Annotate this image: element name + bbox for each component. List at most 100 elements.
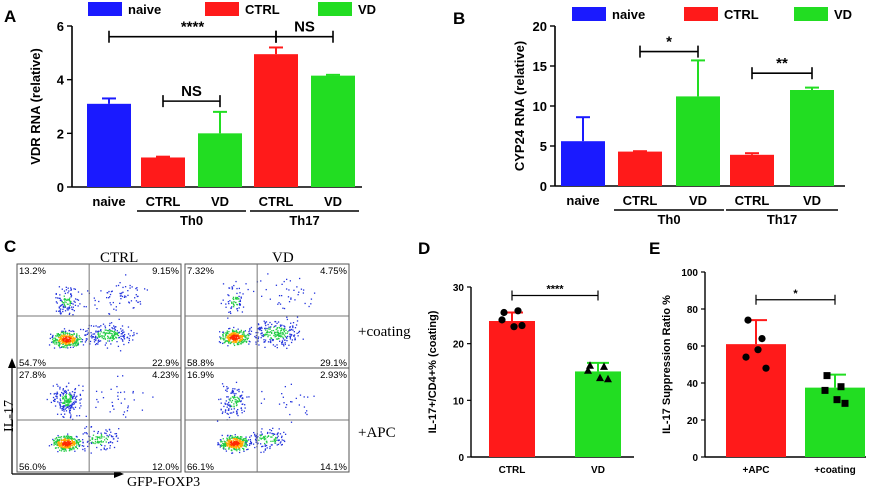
flow-dot [227,403,229,405]
flow-dot [77,441,79,444]
flow-dot [237,397,239,399]
chartD-point-0-2 [498,316,506,324]
flow-dot [59,407,61,409]
flow-dot [236,450,238,452]
flow-dot [231,287,234,289]
flow-dot [227,438,229,440]
flow-dot [245,337,247,339]
flow-dot [63,390,66,393]
flow-dot [72,344,74,346]
flow-dot [120,391,122,394]
flow-dot [67,444,69,446]
flow-dot [60,441,63,443]
flow-dot [68,307,71,309]
flow-dot [313,395,315,397]
flow-dot [133,307,135,309]
flow-dot [69,340,71,342]
flow-dot [87,445,89,448]
flow-dot [120,293,122,295]
flow-dot [286,347,288,350]
flow-dot [293,331,295,333]
flow-dot [238,390,240,393]
flow-dot [271,432,273,435]
flow-dot [54,337,57,339]
flow-dot [64,442,67,444]
flow-dot [60,401,62,404]
flow-dot [235,404,238,407]
flow-dot [63,438,66,440]
flow-dot [69,341,71,343]
flow-dot [93,333,96,335]
chartA-bar-3 [254,54,298,187]
flow-dot [110,333,113,335]
flow-dot [221,434,223,437]
flow-dot [56,302,58,304]
flow-dot [266,440,268,443]
flow-dot [241,337,244,340]
flow-dot [117,332,119,334]
flow-dot [264,327,266,329]
flow-dot [232,411,235,413]
flow-dot [70,404,72,407]
flow-dot [271,338,273,340]
flow-dot [99,340,102,342]
flow-dot [128,337,130,340]
flow-dot [130,300,133,302]
flow-dot [278,403,281,405]
flow-dot [57,344,60,346]
flow-dot [71,404,73,407]
flow-dot [60,333,62,335]
flow-dot [99,441,101,443]
flow-dot [282,336,284,339]
chartE-point-0-3 [754,346,762,354]
flow-dot [224,338,226,340]
flow-dot [245,443,247,445]
flow-dot [112,327,114,330]
flow-dot [255,331,257,334]
chartB-bar-3 [730,154,774,186]
flow-dot [229,300,231,302]
flow-dot [87,440,89,443]
flow-dot [229,445,231,448]
flow-dot [248,396,250,398]
flow-dot [104,325,106,327]
flow-dot [227,317,229,319]
flow-dot [69,440,72,443]
flow-dot [63,298,65,301]
flow-dot [231,330,234,333]
flow-dot [281,328,283,330]
flow-dot [238,335,240,338]
flow-dot [275,335,277,338]
flow-dot [94,343,97,346]
flow-dot [79,394,82,397]
flow-dot [239,331,242,333]
flow-dot [74,301,76,303]
flow-dot [112,301,114,304]
flow-dot [114,332,117,334]
flow-dot [291,401,293,403]
flow-dot [67,433,69,435]
flow-dot [260,280,262,282]
flow-dot [69,393,72,395]
flow-plot-dots-1 [218,273,316,350]
flow-dot [282,328,285,331]
flow-dot [70,288,73,290]
flow-dot [71,446,73,448]
flow-dot [52,334,54,337]
flow-dot [100,325,102,327]
flow-dot [283,330,286,333]
flow-dot [241,333,244,335]
flow-dot [60,331,63,333]
flow-dot [107,340,109,342]
flow-dot [64,399,66,401]
flow-dot [261,335,263,337]
flow-dot [52,340,54,343]
flow-dot [277,321,280,323]
flow-dot [99,436,101,438]
flow-dot [235,335,237,337]
flow-dot [85,415,87,418]
flow-dot [132,307,134,309]
flow-dot [86,441,89,443]
flow-dot [72,303,74,305]
flow-dot [75,336,78,338]
